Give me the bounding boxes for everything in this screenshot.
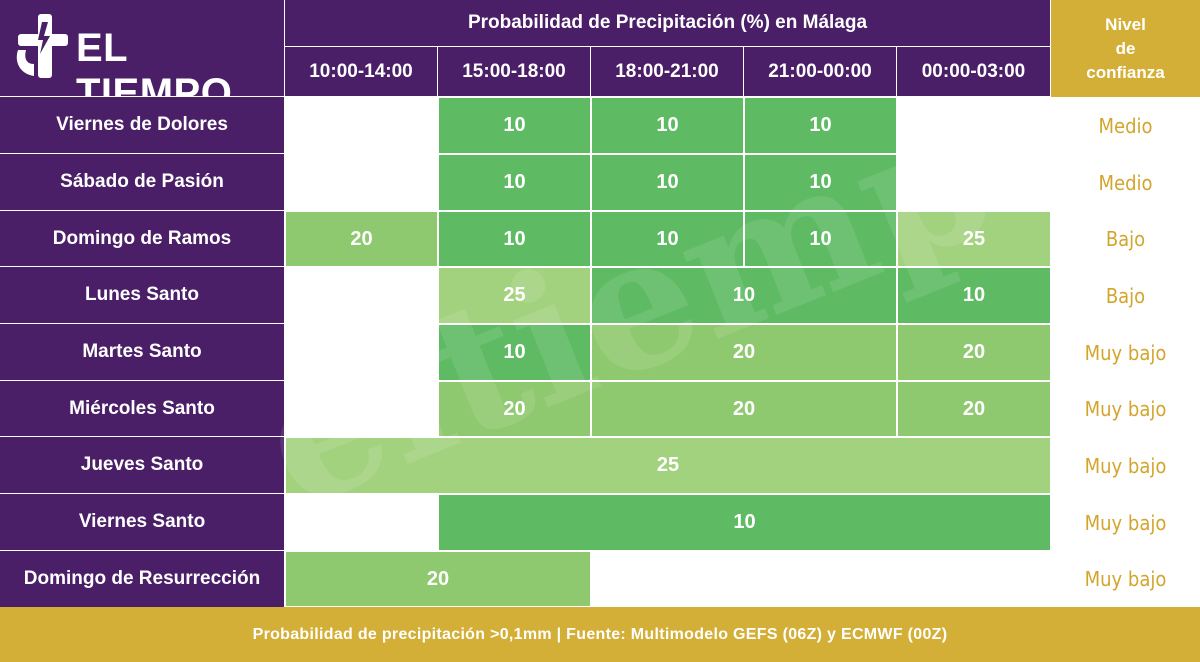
day-label: Lunes Santo (0, 267, 285, 324)
confidence-header-line: confianza (1086, 62, 1165, 82)
source-footer: Probabilidad de precipitación >0,1mm | F… (0, 607, 1200, 662)
day-label: Miércoles Santo (0, 381, 285, 437)
probability-cell: 20 (438, 381, 591, 437)
probability-cell: 10 (591, 97, 744, 154)
confidence-value: Muy bajo (1084, 510, 1167, 535)
day-label: Martes Santo (0, 324, 285, 381)
probability-cell: 25 (897, 211, 1051, 267)
probability-cell: 10 (744, 211, 897, 267)
probability-cell: 10 (897, 267, 1051, 324)
probability-cell: 10 (591, 211, 744, 267)
probability-cell: 10 (438, 154, 591, 211)
probability-cell: 25 (285, 437, 1051, 494)
day-label: Domingo de Ramos (0, 211, 285, 267)
day-label: Domingo de Resurrección (0, 551, 285, 607)
probability-cell: 10 (591, 154, 744, 211)
confidence-header-line: Nivel (1105, 14, 1146, 34)
confidence-value: Muy bajo (1084, 397, 1167, 421)
confidence-value: Medio (1098, 113, 1153, 138)
confidence-header-line: de (1115, 38, 1136, 58)
slot-header: 18:00-21:00 (591, 47, 744, 97)
slot-header: 21:00-00:00 (744, 47, 897, 97)
table-title: Probabilidad de Precipitación (%) en Mál… (285, 0, 1051, 47)
day-label: Viernes Santo (0, 494, 285, 551)
confidence-value: Muy bajo (1084, 567, 1167, 591)
day-label: Jueves Santo (0, 437, 285, 494)
probability-cell: 10 (591, 267, 897, 324)
day-label: Viernes de Dolores (0, 97, 285, 154)
cross-lightning-logo-icon (16, 14, 68, 78)
slot-header: 10:00-14:00 (285, 47, 438, 97)
confidence-value: Medio (1098, 170, 1153, 195)
day-label: Sábado de Pasión (0, 154, 285, 211)
probability-cell: 20 (591, 381, 897, 437)
confidence-value: Muy bajo (1084, 453, 1167, 478)
confidence-value: Muy bajo (1084, 340, 1167, 365)
probability-cell: 10 (438, 97, 591, 154)
probability-cell: 10 (744, 97, 897, 154)
probability-cell: 10 (744, 154, 897, 211)
probability-cell: 20 (897, 324, 1051, 381)
probability-cell: 20 (897, 381, 1051, 437)
probability-cell: 10 (438, 324, 591, 381)
probability-cell: 10 (438, 211, 591, 267)
confidence-value: Bajo (1105, 227, 1146, 251)
probability-cell: 20 (285, 211, 438, 267)
probability-cell: 10 (438, 494, 1051, 551)
probability-cell: 25 (438, 267, 591, 324)
probability-cell: 20 (591, 324, 897, 381)
confidence-header: Nivel de confianza (1051, 0, 1200, 97)
slot-header: 00:00-03:00 (897, 47, 1051, 97)
watermark: eltiempo (232, 21, 1133, 550)
slot-header: 15:00-18:00 (438, 47, 591, 97)
brand-block: EL TIEMPO (0, 0, 285, 115)
probability-cell: 20 (285, 551, 591, 607)
confidence-value: Bajo (1105, 283, 1146, 308)
